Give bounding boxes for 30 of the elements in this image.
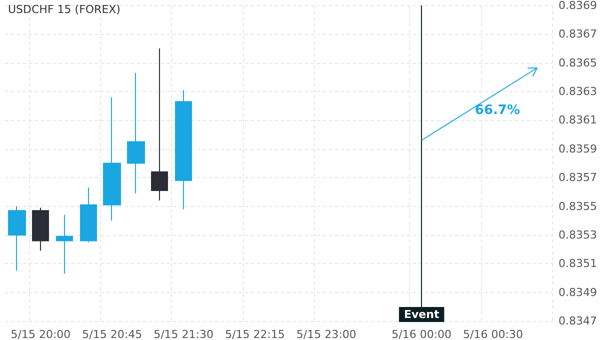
candlestick [103,96,121,222]
ref-line-label: Event [404,308,440,321]
x-tick-label: 5/15 20:45 [82,328,142,340]
y-tick-label: 0.8363 [558,85,598,98]
x-tick-label: 5/16 00:30 [463,328,523,340]
y-tick-label: 0.8359 [558,142,598,156]
y-tick-label: 0.8351 [558,257,598,270]
y-tick-label: 0.8367 [558,28,598,41]
x-tick-label: 5/15 23:00 [296,328,356,340]
x-tick-label: 5/15 20:00 [10,328,71,340]
x-tick-label: 5/15 22:15 [224,328,285,340]
y-tick-label: 0.8355 [558,200,598,213]
y-tick-label: 0.8357 [558,171,598,184]
candlestick [56,214,73,274]
annotation: 66.7% [474,103,520,118]
candlestick [80,187,97,243]
candlestick [32,207,49,252]
y-tick-label: 0.8349 [558,286,598,299]
x-tick-label: 5/15 21:30 [154,328,214,340]
y-tick-label: 0.8361 [558,114,598,127]
y-tick-label: 0.8369 [558,0,598,12]
candlestick [8,206,26,272]
candlestick [175,90,192,210]
x-tick-label: 5/16 00:00 [392,328,452,340]
candlestick [127,72,145,194]
candlestick [151,48,168,202]
chart-title: USDCHF 15 (FOREX) [8,3,120,16]
y-tick-label: 0.8353 [558,228,598,242]
y-tick-label: 0.8365 [558,56,598,70]
y-tick-label: 0.8347 [558,314,598,328]
